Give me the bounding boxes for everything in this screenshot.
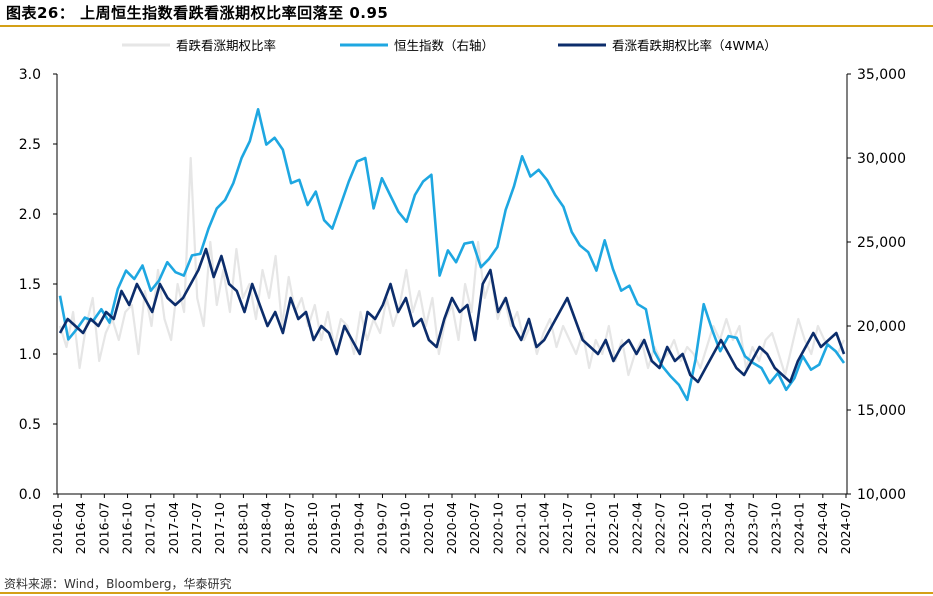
x-tick-label: 2019-01 <box>328 502 343 554</box>
x-tick-label: 2020-07 <box>467 502 482 554</box>
x-tick-label: 2018-10 <box>305 502 320 554</box>
weekly-ratio-line <box>58 156 845 377</box>
x-tick-label: 2022-10 <box>676 502 691 554</box>
footer-divider <box>0 592 933 594</box>
x-tick-label: 2021-01 <box>514 502 529 554</box>
x-tick-label: 2019-07 <box>374 502 389 554</box>
legend-item-hsi-label: 恒生指数（右轴） <box>394 38 494 53</box>
y-left-tick-label: 0.5 <box>19 417 41 433</box>
y-right-tick-label: 20,000 <box>857 319 906 335</box>
hsi-line <box>58 108 846 402</box>
x-tick-label: 2016-04 <box>73 502 88 554</box>
x-tick-label: 2022-04 <box>629 502 644 554</box>
chart-title: 图表26： 上周恒生指数看跌看涨期权比率回落至 0.95 <box>6 4 389 22</box>
x-tick-label: 2024-07 <box>838 502 853 554</box>
x-tick-label: 2020-04 <box>444 502 459 554</box>
x-tick-label: 2017-10 <box>212 502 227 554</box>
x-tick-label: 2016-07 <box>96 502 111 554</box>
y-right-tick-label: 10,000 <box>857 487 906 503</box>
x-tick-label: 2021-07 <box>560 502 575 554</box>
legend-item-4wma-label: 看涨看跌期权比率（4WMA） <box>612 38 777 53</box>
y-left-tick-label: 2.0 <box>19 207 41 223</box>
x-tick-label: 2020-01 <box>421 502 436 554</box>
x-tick-label: 2017-01 <box>143 502 158 554</box>
x-tick-label: 2019-10 <box>398 502 413 554</box>
y-left-tick-label: 3.0 <box>19 67 41 83</box>
x-tick-label: 2019-04 <box>351 502 366 554</box>
source-note: 资料来源：Wind，Bloomberg，华泰研究 <box>4 577 232 591</box>
title-divider <box>0 25 933 27</box>
x-tick-label: 2021-04 <box>537 502 552 554</box>
x-tick-label: 2017-07 <box>189 502 204 554</box>
x-tick-label: 2023-01 <box>699 502 714 554</box>
ratio-4wma-line <box>58 247 846 384</box>
y-left-tick-label: 0.0 <box>19 487 41 503</box>
x-tick-label: 2018-07 <box>282 502 297 554</box>
series-layer <box>58 108 846 402</box>
x-tick-label: 2016-01 <box>50 502 65 554</box>
x-tick-label: 2023-10 <box>768 502 783 554</box>
x-tick-label: 2023-07 <box>745 502 760 554</box>
y-right-tick-label: 25,000 <box>857 235 906 251</box>
y-left-tick-label: 2.5 <box>19 137 41 153</box>
axes: 0.0 0.5 1.0 1.5 2.0 2.5 3.0 10,000 15,000 20,000 2… <box>19 67 906 554</box>
y-right-tick-label: 15,000 <box>857 403 906 419</box>
x-tick-label: 2023-04 <box>722 502 737 554</box>
x-tick-label: 2024-01 <box>792 502 807 554</box>
x-tick-label: 2022-07 <box>653 502 668 554</box>
legend-item-weekly-ratio-label: 看跌看涨期权比率 <box>176 38 276 53</box>
x-tick-label: 2024-04 <box>815 502 830 554</box>
x-tick-label: 2017-04 <box>166 502 181 554</box>
x-tick-label: 2020-10 <box>490 502 505 554</box>
x-tick-label: 2018-04 <box>259 502 274 554</box>
y-right-tick-label: 30,000 <box>857 151 906 167</box>
x-tick-label: 2021-10 <box>583 502 598 554</box>
y-left-tick-label: 1.5 <box>19 277 41 293</box>
x-tick-label: 2016-10 <box>120 502 135 554</box>
x-tick-label: 2018-01 <box>235 502 250 554</box>
chart: 看跌看涨期权比率 恒生指数（右轴） 看涨看跌期权比率（4WMA） 0.0 0.5 1.0… <box>19 38 906 554</box>
x-tick-label: 2022-01 <box>606 502 621 554</box>
y-right-tick-label: 35,000 <box>857 67 906 83</box>
legend: 看跌看涨期权比率 恒生指数（右轴） 看涨看跌期权比率（4WMA） <box>122 38 777 53</box>
y-left-tick-label: 1.0 <box>19 347 41 363</box>
